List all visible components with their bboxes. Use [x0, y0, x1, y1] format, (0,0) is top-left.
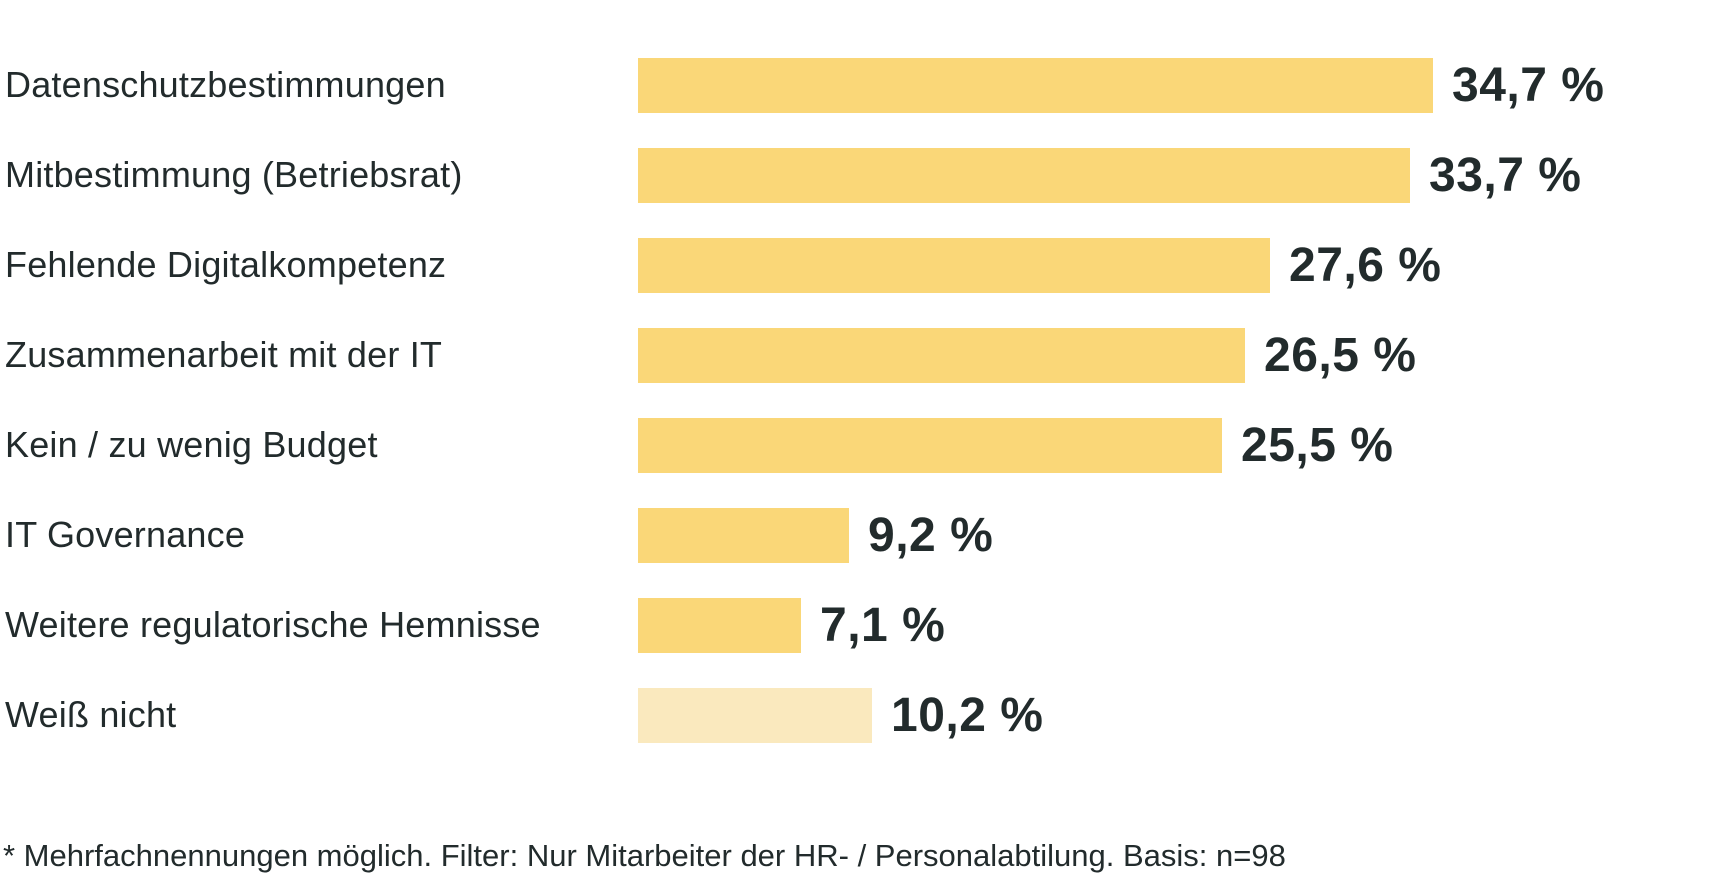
category-label: Mitbestimmung (Betriebsrat)	[5, 154, 463, 195]
category-label: Datenschutzbestimmungen	[5, 64, 446, 105]
value-label: 27,6 %	[1289, 238, 1442, 292]
bar	[638, 237, 1270, 293]
category-label: Kein / zu wenig Budget	[5, 424, 378, 465]
chart-row: Weitere regulatorische Hemnisse 7,1 %	[0, 580, 1720, 670]
category-label: Fehlende Digitalkompetenz	[5, 244, 447, 285]
chart-row: Fehlende Digitalkompetenz 27,6 %	[0, 220, 1720, 310]
bar	[638, 327, 1245, 383]
value-label: 34,7 %	[1452, 58, 1605, 112]
chart-row: Mitbestimmung (Betriebsrat) 33,7 %	[0, 130, 1720, 220]
value-label: 25,5 %	[1241, 418, 1394, 472]
bar-chart: Datenschutzbestimmungen 34,7 % Mitbestim…	[0, 40, 1720, 760]
category-label: Weitere regulatorische Hemnisse	[5, 604, 541, 645]
chart-row: Weiß nicht 10,2 %	[0, 670, 1720, 760]
chart-row: Zusammenarbeit mit der IT 26,5 %	[0, 310, 1720, 400]
value-label: 10,2 %	[891, 688, 1044, 742]
chart-row: Kein / zu wenig Budget 25,5 %	[0, 400, 1720, 490]
bar	[638, 147, 1410, 203]
bar	[638, 507, 849, 563]
chart-row: IT Governance 9,2 %	[0, 490, 1720, 580]
value-label: 7,1 %	[820, 598, 946, 652]
chart-row: Datenschutzbestimmungen 34,7 %	[0, 40, 1720, 130]
value-label: 33,7 %	[1429, 148, 1582, 202]
category-label: IT Governance	[5, 514, 246, 555]
bar	[638, 597, 801, 653]
footnote: * Mehrfachnennungen möglich. Filter: Nur…	[3, 838, 1286, 873]
category-label: Weiß nicht	[5, 694, 177, 735]
bar	[638, 687, 872, 743]
bar	[638, 417, 1222, 473]
category-label: Zusammenarbeit mit der IT	[5, 334, 443, 375]
bar	[638, 57, 1433, 113]
value-label: 9,2 %	[868, 508, 994, 562]
value-label: 26,5 %	[1264, 328, 1417, 382]
